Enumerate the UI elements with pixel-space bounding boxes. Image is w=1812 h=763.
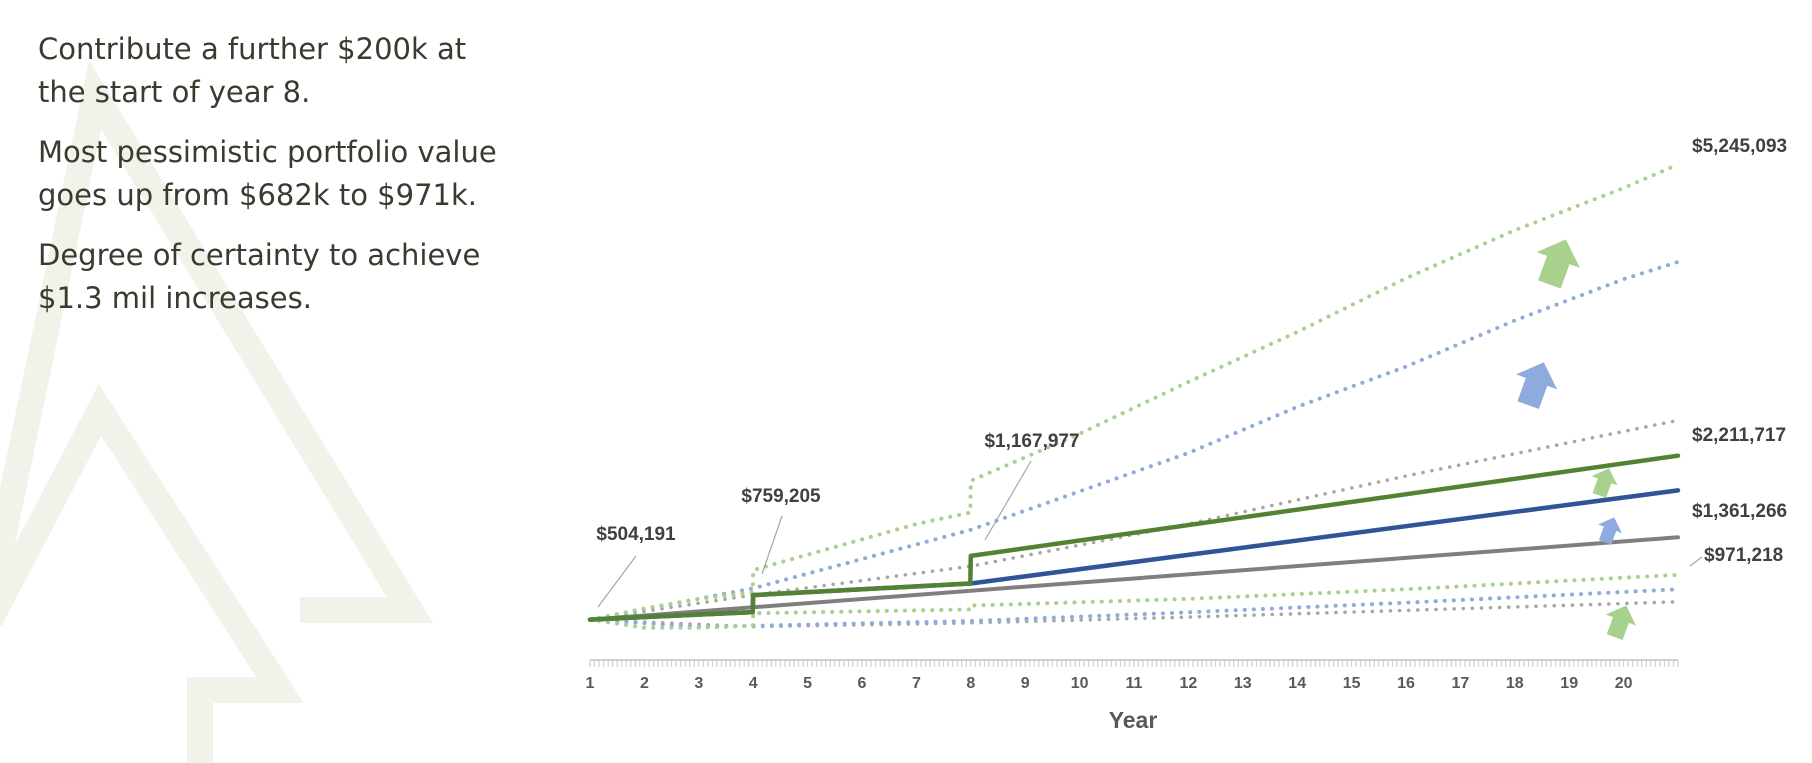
x-tick-label: 5 [803,675,812,692]
series-gray-median-line [588,535,1680,622]
x-tick-label: 6 [858,675,867,692]
x-tick-label: 9 [1021,675,1030,692]
x-tick-label: 16 [1397,675,1415,692]
x-tick-label: 11 [1126,675,1143,692]
x-tick-label: 10 [1071,675,1089,692]
data-label: $1,361,266 [1692,501,1787,522]
x-tick-label: 12 [1180,675,1198,692]
increase-arrow-icon [1591,468,1618,498]
increase-arrow-icon [1598,517,1622,545]
note-certainty: Degree of certainty to achieve $1.3 mil … [38,238,481,315]
data-label-leader [984,460,1032,541]
x-tick-label: 4 [749,675,758,692]
increase-arrow-icon [1605,605,1637,640]
note-contribution: Contribute a further $200k at the start … [38,32,467,109]
series-green-low-line [588,572,1680,630]
series-gray-high-line [588,418,1680,622]
x-tick-label: 8 [966,675,975,692]
series-group [587,162,1681,630]
x-tick-label: 17 [1452,675,1470,692]
text-panel: Contribute a further $200k at the start … [38,28,518,337]
x-tick-label: 1 [586,675,595,692]
data-label: $1,167,977 [984,431,1079,452]
data-label-leader [761,515,783,575]
increase-arrow-icon [1536,239,1580,289]
x-tick-label: 19 [1560,675,1578,692]
data-label-leader [597,555,637,608]
x-tick-label: 14 [1288,675,1306,692]
x-tick-label: 7 [912,675,921,692]
data-label-group: $504,191 $759,205 $1,167,977 $5,245,093 $2,2… [596,136,1787,608]
x-axis: 1 2 3 4 5 6 7 8 9 10 11 12 13 14 15 16 17 18 19 20 [586,659,1679,692]
series-blue-high-line [588,259,1680,622]
data-label: $2,211,717 [1692,425,1786,446]
series-green-median-line [587,453,1681,622]
data-label: $504,191 [596,524,676,545]
note-pessimistic-value: Most pessimistic portfolio value goes up… [38,135,497,212]
x-tick-label: 13 [1234,675,1252,692]
x-tick-label: 20 [1615,675,1633,692]
x-tick-label: 2 [640,675,649,692]
x-tick-label: 18 [1506,675,1524,692]
x-tick-label: 3 [694,675,703,692]
arrow-group [1516,239,1637,640]
data-label-leader [1689,556,1703,567]
data-label: $5,245,093 [1692,136,1787,157]
increase-arrow-icon [1516,362,1558,410]
x-axis-title: Year [1109,707,1158,733]
data-label: $759,205 [741,486,821,507]
data-label: $971,218 [1704,545,1783,566]
series-green-high-line [588,162,1680,622]
x-tick-label: 15 [1343,675,1361,692]
